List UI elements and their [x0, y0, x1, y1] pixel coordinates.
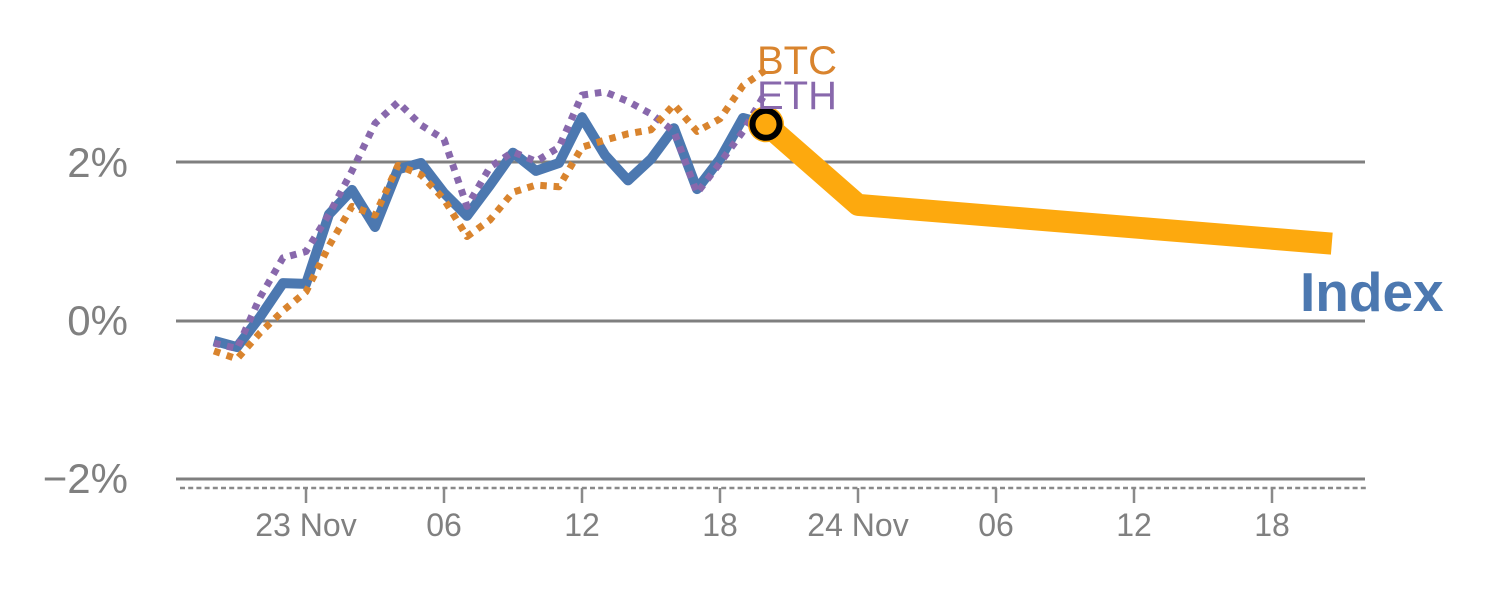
eth-line: [213, 88, 770, 353]
btc-line: [212, 66, 768, 363]
x-tick-label-18b: 18: [1254, 507, 1290, 543]
y-tick-label-0pct: 0%: [67, 297, 128, 344]
series-end-labels: BTC ETH Index: [757, 39, 1444, 323]
y-tick-label-neg2pct: −2%: [43, 455, 128, 502]
x-tick-marks: [304, 488, 1274, 503]
index-line: [212, 112, 768, 353]
y-tick-label-2pct: 2%: [67, 139, 128, 186]
y-gridlines: [176, 160, 1365, 481]
index-series-label: Index: [1300, 261, 1444, 323]
x-tick-label-18a: 18: [702, 507, 738, 543]
x-tick-label-06a: 06: [426, 507, 462, 543]
x-tick-label-23nov: 23 Nov: [255, 507, 356, 543]
x-tick-label-12a: 12: [564, 507, 600, 543]
y-tick-labels: 2% 0% −2%: [43, 139, 128, 502]
x-tick-label-06b: 06: [978, 507, 1014, 543]
plot-layer: [212, 66, 1333, 363]
x-tick-label-24nov: 24 Nov: [807, 507, 908, 543]
x-tick-label-12b: 12: [1116, 507, 1152, 543]
btc-series-label: BTC: [757, 39, 837, 83]
eth-series-label: ETH: [757, 74, 837, 118]
x-tick-labels: 23 Nov 06 12 18 24 Nov 06 12 18: [255, 507, 1289, 543]
index-forecast-line: [758, 116, 1333, 255]
current-value-marker: [749, 107, 783, 141]
